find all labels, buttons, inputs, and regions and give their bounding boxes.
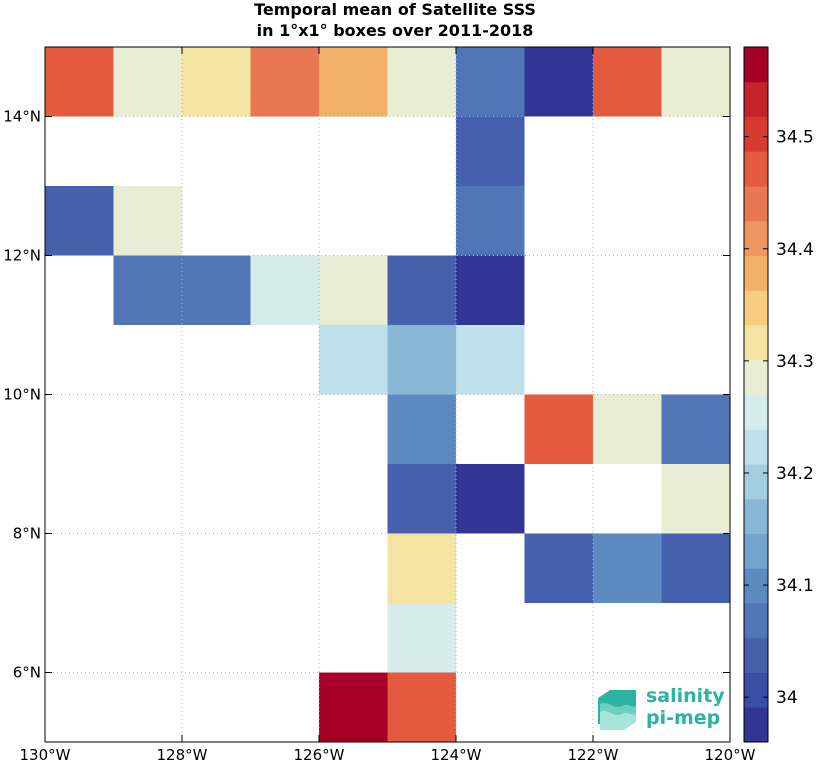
colorbar-tick-label: 34.5 [776, 128, 814, 148]
colorbar-swatch [744, 464, 768, 500]
heatmap-cell [319, 325, 388, 395]
heatmap-cell [593, 394, 662, 464]
heatmap-cell [456, 255, 525, 325]
colorbar-swatch [744, 255, 768, 291]
heatmap-cell [524, 394, 593, 464]
colorbar-swatch [744, 637, 768, 673]
colorbar-swatch [744, 429, 768, 465]
heatmap-cell [387, 255, 456, 325]
heatmap-cell [113, 186, 182, 256]
salinity-logo-icon [598, 690, 636, 730]
heatmap-cell [661, 464, 730, 534]
colorbar-swatch [744, 394, 768, 430]
colorbar-swatch [744, 672, 768, 708]
y-tick-label: 6°N [13, 664, 41, 682]
colorbar-swatch [744, 47, 768, 83]
y-tick-label: 12°N [3, 247, 41, 265]
heatmap-cell [387, 47, 456, 117]
heatmap-cell [524, 47, 593, 117]
colorbar-tick-label: 34.3 [776, 352, 814, 372]
y-tick-label: 8°N [13, 525, 41, 543]
heatmap-cell [456, 325, 525, 395]
heatmap-cell [661, 394, 730, 464]
y-tick-label: 14°N [3, 108, 41, 126]
heatmap-cell [524, 533, 593, 603]
colorbar-swatch [744, 359, 768, 395]
chart-title-line-1: Temporal mean of Satellite SSS [254, 0, 536, 19]
x-tick-label: 120°W [705, 746, 756, 763]
heatmap-cell [250, 255, 319, 325]
logo-text-pi-mep: pi-mep [646, 707, 721, 729]
heatmap-cell [319, 47, 388, 117]
heatmap-cell [387, 325, 456, 395]
heatmap-cell [661, 47, 730, 117]
logo-text-salinity: salinity [646, 685, 725, 707]
heatmap-cell [456, 186, 525, 256]
x-tick-label: 130°W [20, 746, 71, 763]
colorbar-swatch [744, 290, 768, 326]
colorbar-swatch [744, 498, 768, 534]
heatmap-cell [182, 47, 251, 117]
y-tick-label: 10°N [3, 386, 41, 404]
heatmap-cell [387, 533, 456, 603]
colorbar-swatch [744, 186, 768, 222]
colorbar-swatch [744, 116, 768, 152]
heatmap-cell [45, 47, 114, 117]
x-tick-label: 128°W [157, 746, 208, 763]
heatmap-cell [387, 464, 456, 534]
x-tick-label: 122°W [568, 746, 619, 763]
colorbar-frame [743, 46, 769, 743]
heatmap-cell [593, 47, 662, 117]
colorbar-swatch [744, 220, 768, 256]
heatmap-cell [113, 47, 182, 117]
colorbar-swatch [744, 325, 768, 361]
heatmap-cell [456, 116, 525, 186]
heatmap-cell [45, 186, 114, 256]
heatmap-cell [182, 255, 251, 325]
heatmap-cell [250, 47, 319, 117]
colorbar-tick-label: 34.4 [776, 240, 814, 260]
heatmap-cell [387, 394, 456, 464]
x-tick-label: 126°W [294, 746, 345, 763]
colorbar-tick-label: 34.1 [776, 576, 814, 596]
colorbar-swatch [744, 707, 768, 743]
colorbar-tick-label: 34 [776, 688, 798, 708]
heatmap-cell [319, 672, 388, 742]
heatmap-cell [593, 533, 662, 603]
colorbar-swatch [744, 151, 768, 187]
heatmap-cell [661, 533, 730, 603]
chart-title-line-2: in 1°x1° boxes over 2011-2018 [256, 21, 534, 40]
colorbar-swatch [744, 81, 768, 117]
heatmap-cell [387, 672, 456, 742]
x-tick-label: 124°W [431, 746, 482, 763]
heatmap-cell [456, 47, 525, 117]
heatmap-cell [113, 255, 182, 325]
colorbar-swatch [744, 568, 768, 604]
heatmap-cell [319, 255, 388, 325]
heatmap-cell [456, 464, 525, 534]
colorbar-tick-label: 34.2 [776, 464, 814, 484]
colorbar-swatch [744, 533, 768, 569]
heatmap-cell [387, 603, 456, 673]
colorbar-swatch [744, 603, 768, 639]
salinity-pi-mep-logo: salinity pi-mep [596, 684, 726, 732]
